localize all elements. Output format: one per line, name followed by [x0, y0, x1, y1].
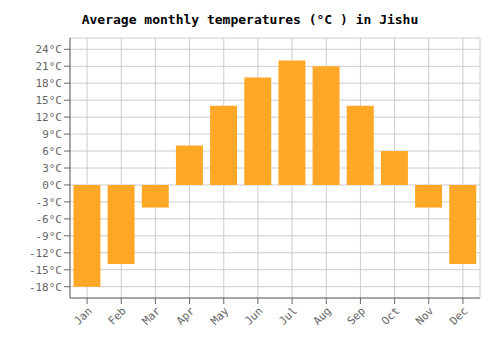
svg-text:Feb: Feb — [106, 304, 129, 327]
svg-text:Dec: Dec — [447, 304, 470, 327]
svg-text:Oct: Oct — [379, 304, 402, 327]
svg-text:-6°C: -6°C — [36, 213, 63, 226]
svg-text:-18°C: -18°C — [29, 281, 62, 294]
svg-text:21°C: 21°C — [36, 60, 63, 73]
svg-text:-3°C: -3°C — [36, 196, 63, 209]
svg-text:Apr: Apr — [174, 304, 198, 328]
svg-text:Jun: Jun — [242, 304, 265, 327]
svg-text:Aug: Aug — [311, 304, 334, 327]
svg-text:Mar: Mar — [140, 304, 164, 328]
svg-text:18°C: 18°C — [36, 77, 63, 90]
svg-text:-12°C: -12°C — [29, 247, 62, 260]
svg-text:15°C: 15°C — [36, 94, 63, 107]
svg-text:Sep: Sep — [345, 304, 368, 327]
svg-text:-9°C: -9°C — [36, 230, 63, 243]
html-text:Average monthly temperatures (: Average monthly temperatures (°C ) in Ji… — [81, 12, 419, 27]
svg-text:0°C: 0°C — [42, 179, 62, 192]
svg-text:-15°C: -15°C — [29, 264, 62, 277]
svg-text:6°C: 6°C — [42, 145, 62, 158]
svg-text:12°C: 12°C — [36, 111, 63, 124]
svg-text:9°C: 9°C — [42, 128, 62, 141]
svg-text:24°C: 24°C — [36, 43, 63, 56]
svg-text:May: May — [208, 304, 232, 328]
svg-text:Jul: Jul — [276, 304, 299, 327]
svg-text:Jan: Jan — [71, 304, 94, 327]
svg-text:3°C: 3°C — [42, 162, 62, 175]
svg-text:Nov: Nov — [413, 304, 437, 328]
